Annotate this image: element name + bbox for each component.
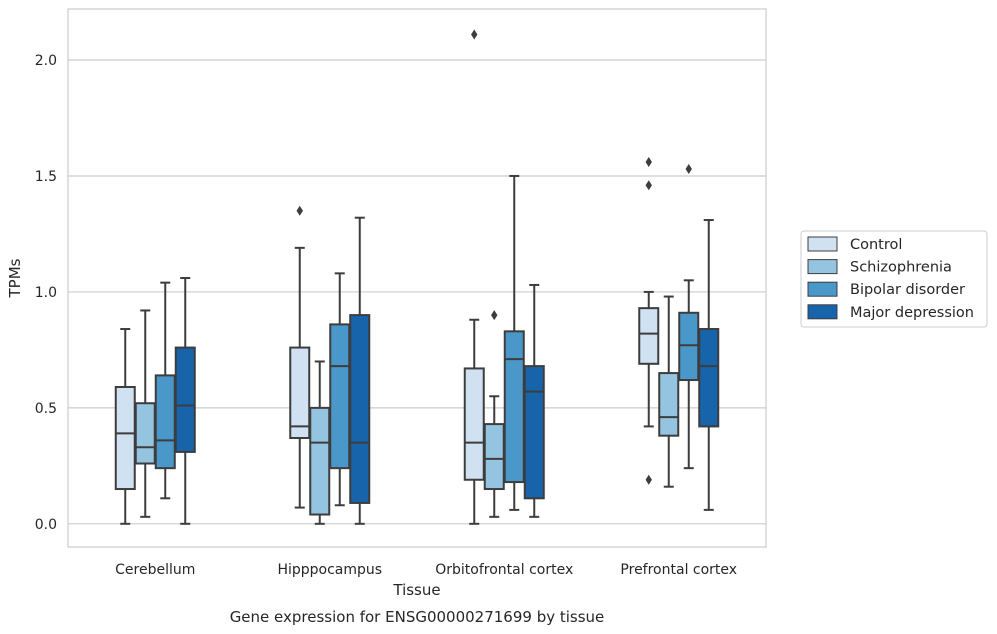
box-body bbox=[349, 314, 371, 504]
box-body bbox=[503, 330, 525, 484]
outlier-point bbox=[645, 180, 652, 191]
box bbox=[289, 205, 311, 509]
outlier-point bbox=[491, 310, 498, 321]
legend-label: Schizophrenia bbox=[850, 260, 952, 276]
box bbox=[463, 29, 485, 525]
box bbox=[134, 309, 156, 518]
y-axis-label: TPMs bbox=[6, 258, 24, 298]
outlier-point bbox=[685, 164, 692, 175]
y-axis-ticks: 0.0 0.5 1.0 1.5 2.0 bbox=[35, 53, 57, 533]
legend-label: Bipolar disorder bbox=[850, 282, 965, 298]
box bbox=[523, 283, 545, 518]
x-tick-label: Prefrontal cortex bbox=[620, 562, 737, 578]
chart-caption: Gene expression for ENSG00000271699 by t… bbox=[230, 608, 605, 626]
box-body bbox=[658, 372, 680, 437]
box bbox=[114, 328, 136, 525]
box-body bbox=[114, 385, 136, 491]
legend-swatch bbox=[807, 259, 838, 275]
box bbox=[698, 219, 720, 511]
box bbox=[638, 157, 660, 485]
y-tick-label: 1.0 bbox=[35, 285, 57, 301]
box-body bbox=[309, 406, 331, 516]
box-body bbox=[483, 423, 505, 491]
box bbox=[658, 295, 680, 488]
legend-swatch bbox=[807, 236, 838, 252]
box bbox=[309, 360, 331, 525]
legend-swatch bbox=[807, 281, 838, 297]
x-tick-label: Orbitofrontal cortex bbox=[435, 562, 573, 578]
y-tick-label: 0.5 bbox=[35, 401, 57, 417]
y-tick-label: 2.0 bbox=[35, 53, 57, 69]
box bbox=[154, 281, 176, 500]
outlier-point bbox=[471, 29, 478, 40]
outlier-point bbox=[645, 474, 652, 485]
plot-frame bbox=[67, 8, 767, 548]
box-body bbox=[523, 365, 545, 500]
box-body bbox=[174, 346, 196, 453]
box-body bbox=[678, 311, 700, 382]
legend: Control Schizophrenia Bipolar disorder Majo… bbox=[800, 230, 988, 328]
box bbox=[678, 164, 700, 470]
box bbox=[503, 174, 525, 511]
box-body bbox=[134, 402, 156, 465]
box-body bbox=[289, 346, 311, 440]
x-axis-ticks: Cerebellum Hipppocampus Orbitofrontal cort… bbox=[115, 562, 737, 578]
plot-boxes bbox=[114, 29, 720, 525]
legend-label: Control bbox=[850, 237, 902, 253]
legend-label: Major depression bbox=[850, 305, 974, 321]
box-body bbox=[154, 374, 176, 470]
x-axis-label: Tissue bbox=[392, 581, 440, 599]
y-tick-label: 1.5 bbox=[35, 169, 57, 185]
x-tick-label: Cerebellum bbox=[115, 562, 195, 578]
y-tick-label: 0.0 bbox=[35, 517, 57, 533]
box-body bbox=[329, 323, 351, 470]
outlier-point bbox=[645, 157, 652, 168]
box-body bbox=[698, 328, 720, 428]
legend-frame bbox=[800, 230, 988, 328]
box-body bbox=[463, 367, 485, 481]
outlier-point bbox=[296, 205, 303, 216]
legend-swatch bbox=[807, 304, 838, 320]
box bbox=[174, 277, 196, 525]
box bbox=[349, 216, 371, 525]
box bbox=[329, 272, 351, 507]
box bbox=[483, 310, 505, 518]
box-body bbox=[638, 307, 660, 365]
x-tick-label: Hipppocampus bbox=[277, 562, 382, 578]
